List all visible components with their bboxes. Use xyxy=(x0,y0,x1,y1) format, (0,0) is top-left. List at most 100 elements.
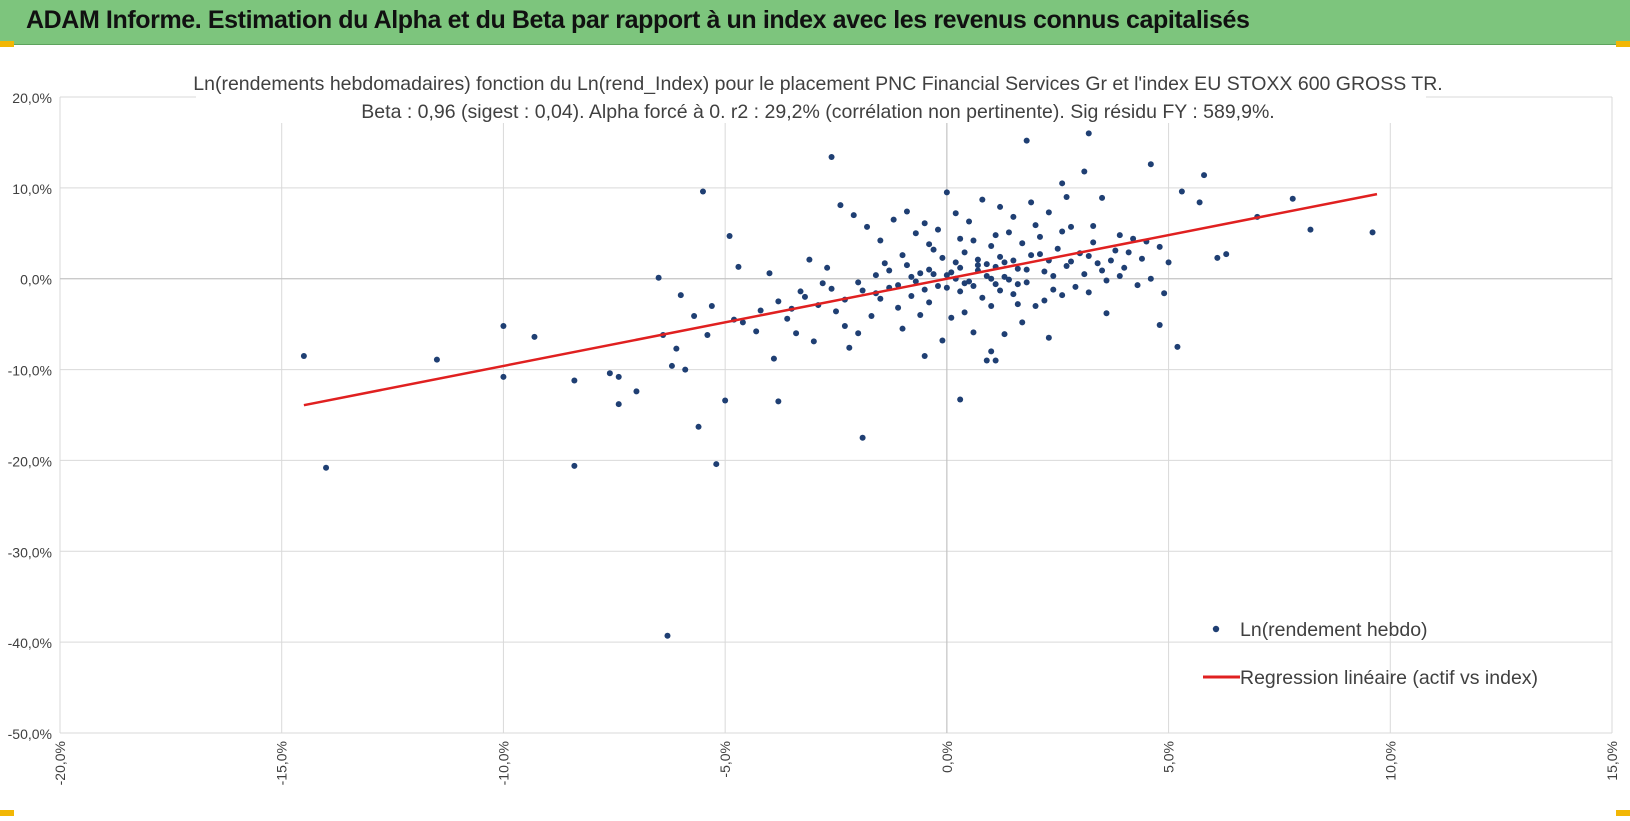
data-point xyxy=(1139,256,1145,262)
data-point xyxy=(829,154,835,160)
data-point xyxy=(811,338,817,344)
data-point xyxy=(323,465,329,471)
data-point xyxy=(922,287,928,293)
data-point xyxy=(953,259,959,265)
data-point xyxy=(1179,188,1185,194)
data-point xyxy=(1290,196,1296,202)
data-point xyxy=(846,345,852,351)
data-point xyxy=(673,346,679,352)
data-point xyxy=(1072,284,1078,290)
data-point xyxy=(1112,248,1118,254)
data-point xyxy=(1059,180,1065,186)
data-point xyxy=(1046,335,1052,341)
data-point xyxy=(678,292,684,298)
legend-label-points: Ln(rendement hebdo) xyxy=(1240,619,1428,641)
data-point xyxy=(829,286,835,292)
data-point xyxy=(709,303,715,309)
data-point xyxy=(1117,273,1123,279)
report-header: ADAM Informe. Estimation du Alpha et du … xyxy=(0,0,1630,45)
data-point xyxy=(993,232,999,238)
data-point xyxy=(1024,279,1030,285)
data-point xyxy=(775,298,781,304)
data-point xyxy=(301,353,307,359)
data-point xyxy=(1019,319,1025,325)
data-point xyxy=(1103,278,1109,284)
data-point xyxy=(984,357,990,363)
data-point xyxy=(935,283,941,289)
data-point xyxy=(766,270,772,276)
data-point xyxy=(1148,161,1154,167)
chart-subtitle: Beta : 0,96 (sigest : 0,04). Alpha forcé… xyxy=(361,101,1274,123)
data-point xyxy=(500,323,506,329)
data-point xyxy=(926,267,932,273)
data-point xyxy=(798,288,804,294)
data-point xyxy=(616,401,622,407)
data-point xyxy=(1081,169,1087,175)
data-point xyxy=(957,288,963,294)
data-point xyxy=(1037,251,1043,257)
data-point xyxy=(966,218,972,224)
legend-label-regression: Regression linéaire (actif vs index) xyxy=(1240,667,1538,689)
data-point xyxy=(704,332,710,338)
data-point xyxy=(434,357,440,363)
data-point xyxy=(860,435,866,441)
data-point xyxy=(1214,255,1220,261)
data-point xyxy=(988,348,994,354)
data-point xyxy=(1015,281,1021,287)
data-point xyxy=(1117,232,1123,238)
data-point xyxy=(806,257,812,263)
data-point xyxy=(1050,287,1056,293)
data-point xyxy=(1033,222,1039,228)
data-point xyxy=(500,374,506,380)
data-point xyxy=(1103,310,1109,316)
data-point xyxy=(1099,268,1105,274)
data-point xyxy=(953,210,959,216)
data-point xyxy=(873,272,879,278)
data-point xyxy=(855,330,861,336)
data-point xyxy=(900,326,906,332)
point-layer xyxy=(301,130,1376,638)
data-point xyxy=(1024,138,1030,144)
data-point xyxy=(962,280,968,286)
data-point xyxy=(1010,214,1016,220)
data-point xyxy=(1059,292,1065,298)
data-point xyxy=(917,312,923,318)
data-point xyxy=(922,220,928,226)
data-point xyxy=(979,295,985,301)
data-point xyxy=(1161,290,1167,296)
data-point xyxy=(1006,277,1012,283)
data-point xyxy=(970,238,976,244)
data-point xyxy=(1010,258,1016,264)
data-point xyxy=(691,313,697,319)
data-point xyxy=(1010,291,1016,297)
data-point xyxy=(607,370,613,376)
data-point xyxy=(997,204,1003,210)
legend-point-symbol xyxy=(1213,626,1219,632)
data-point xyxy=(944,285,950,291)
data-point xyxy=(864,224,870,230)
y-tick-label: -30,0% xyxy=(8,544,52,560)
data-point xyxy=(948,315,954,321)
chart-frame: 20,0%10,0%0,0%-10,0%-20,0%-30,0%-40,0%-5… xyxy=(0,45,1630,816)
data-point xyxy=(775,398,781,404)
legend: Ln(rendement hebdo) Regression linéaire … xyxy=(1203,619,1538,689)
data-point xyxy=(882,260,888,266)
data-point xyxy=(1002,331,1008,337)
data-point xyxy=(962,309,968,315)
x-tick-label: -15,0% xyxy=(274,741,290,785)
data-point xyxy=(1064,263,1070,269)
data-point xyxy=(957,236,963,242)
data-point xyxy=(988,276,994,282)
data-point xyxy=(962,249,968,255)
data-point xyxy=(1121,265,1127,271)
data-point xyxy=(1041,298,1047,304)
data-point xyxy=(758,308,764,314)
data-point xyxy=(1174,344,1180,350)
data-point xyxy=(1090,223,1096,229)
y-tick-label: 0,0% xyxy=(20,272,52,288)
data-point xyxy=(1002,259,1008,265)
data-point xyxy=(1019,240,1025,246)
data-point xyxy=(1059,228,1065,234)
data-point xyxy=(939,337,945,343)
data-point xyxy=(931,271,937,277)
